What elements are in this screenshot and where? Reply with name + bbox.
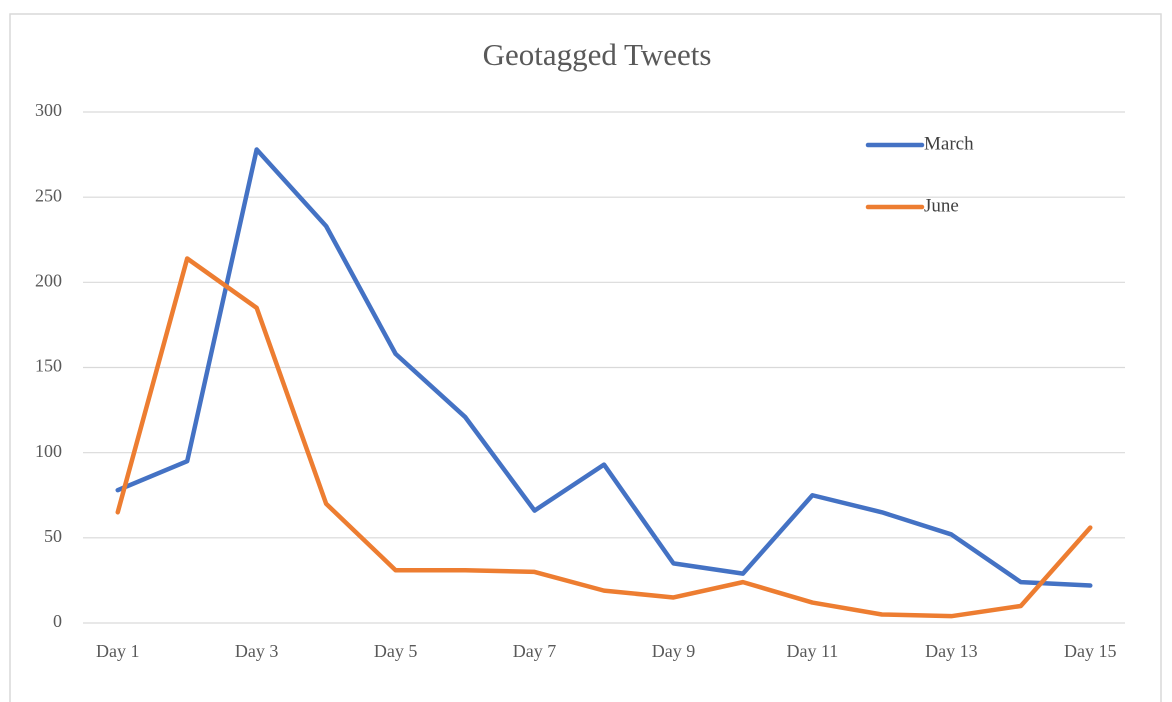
x-tick-label: Day 15 bbox=[1064, 641, 1117, 661]
chart-title: Geotagged Tweets bbox=[483, 37, 712, 72]
grid: 0 50 100 150 200 250 300 Day 1 Day 3 Day 5 Day 7 Da… bbox=[35, 100, 1125, 661]
line-series bbox=[115, 147, 1093, 588]
x-tick-label: Day 1 bbox=[96, 641, 140, 661]
x-tick-label: Day 7 bbox=[513, 641, 557, 661]
y-tick-label: 100 bbox=[35, 441, 62, 461]
y-tick-label: 300 bbox=[35, 100, 62, 120]
legend: March June bbox=[865, 133, 974, 216]
y-tick-label: 50 bbox=[44, 526, 62, 546]
y-tick-label: 200 bbox=[35, 270, 62, 290]
y-tick-label: 150 bbox=[35, 356, 62, 376]
legend-label: June bbox=[924, 195, 959, 216]
y-tick-label: 250 bbox=[35, 185, 62, 205]
y-tick-label: 0 bbox=[53, 611, 62, 631]
plot bbox=[115, 147, 1093, 619]
chart-frame bbox=[9, 13, 1162, 702]
x-tick-label: Day 5 bbox=[374, 641, 418, 661]
line-series bbox=[115, 256, 1093, 619]
x-tick-label: Day 11 bbox=[786, 641, 838, 661]
legend-label: March bbox=[924, 133, 974, 154]
x-tick-label: Day 3 bbox=[235, 641, 279, 661]
x-tick-label: Day 9 bbox=[652, 641, 696, 661]
x-tick-label: Day 13 bbox=[925, 641, 978, 661]
